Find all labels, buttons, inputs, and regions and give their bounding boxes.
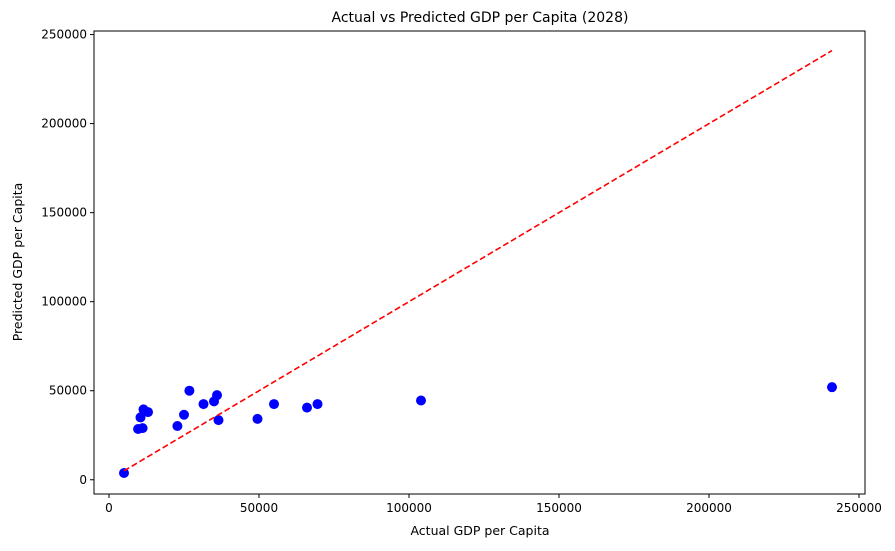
- data-point-2: [135, 412, 146, 423]
- x-tick-label: 100000: [386, 501, 432, 515]
- x-tick-label: 250000: [836, 501, 882, 515]
- x-axis-ticks: 0 50000 100000 150000 200000 250000: [105, 494, 882, 515]
- x-axis-label: Actual GDP per Capita: [410, 523, 549, 538]
- reference-line: [123, 49, 833, 472]
- data-point-3: [137, 423, 148, 434]
- data-point-5: [143, 407, 153, 418]
- y-tick-label: 50000: [49, 384, 87, 398]
- data-point-7: [179, 409, 189, 420]
- y-tick-label: 0: [79, 473, 87, 487]
- y-tick-label: 150000: [41, 206, 87, 220]
- data-point-18: [827, 382, 837, 393]
- plot-frame: [93, 30, 866, 495]
- reference-line-layer: [123, 49, 833, 472]
- data-points: [119, 382, 837, 478]
- data-point-14: [269, 399, 279, 410]
- data-point-17: [416, 395, 426, 406]
- chart-title: Actual vs Predicted GDP per Capita (2028…: [332, 10, 629, 26]
- x-tick-label: 150000: [536, 501, 582, 515]
- data-point-11: [212, 390, 222, 401]
- y-tick-label: 100000: [41, 295, 87, 309]
- y-axis-label: Predicted GDP per Capita: [10, 183, 25, 342]
- data-point-13: [252, 413, 263, 424]
- data-point-9: [198, 399, 209, 410]
- data-point-15: [302, 402, 312, 413]
- data-point-16: [312, 399, 323, 410]
- x-tick-label: 200000: [686, 501, 732, 515]
- y-tick-label: 200000: [41, 117, 87, 131]
- data-point-6: [172, 420, 183, 431]
- data-point-0: [119, 467, 129, 478]
- data-point-8: [184, 385, 195, 396]
- y-tick-label: 250000: [41, 28, 87, 42]
- data-point-12: [213, 415, 224, 426]
- y-axis-ticks: 0 50000 100000 150000 200000 250000: [41, 28, 94, 487]
- x-tick-label: 50000: [240, 501, 278, 515]
- x-tick-label: 0: [105, 501, 113, 515]
